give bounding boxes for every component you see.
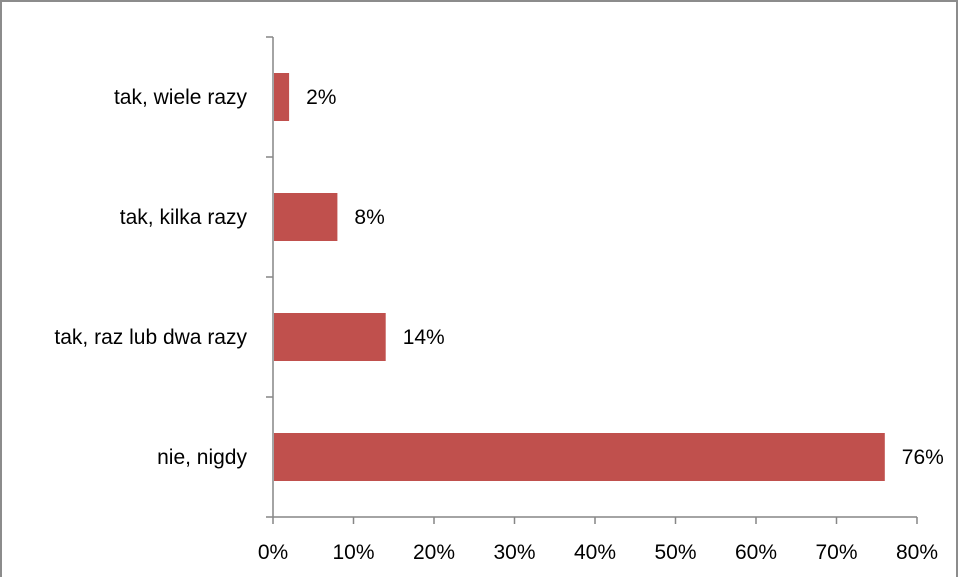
x-tick-label: 10% [332,541,374,564]
data-label: 8% [354,206,384,229]
data-label: 14% [403,326,445,349]
x-tick-label: 30% [493,541,535,564]
bar [274,433,885,481]
x-tick-label: 40% [574,541,616,564]
x-tick-label: 70% [815,541,857,564]
x-tick-label: 20% [413,541,455,564]
bar [274,73,290,121]
x-tick-label: 60% [735,541,777,564]
x-tick-label: 80% [896,541,938,564]
bar [274,313,386,361]
category-label: tak, wiele razy [114,86,248,109]
x-tick-label: 0% [258,541,288,564]
data-label: 76% [902,446,944,469]
category-label: tak, raz lub dwa razy [54,326,247,349]
x-tick-label: 50% [654,541,696,564]
category-label: tak, kilka razy [120,206,248,229]
data-label: 2% [306,86,336,109]
bar [274,193,338,241]
category-label: nie, nigdy [157,446,247,469]
